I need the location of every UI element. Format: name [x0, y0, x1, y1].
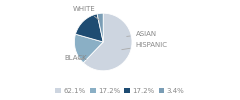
- Wedge shape: [83, 13, 132, 71]
- Legend: 62.1%, 17.2%, 17.2%, 3.4%: 62.1%, 17.2%, 17.2%, 3.4%: [53, 85, 187, 96]
- Text: HISPANIC: HISPANIC: [122, 42, 168, 50]
- Text: WHITE: WHITE: [73, 6, 100, 20]
- Text: ASIAN: ASIAN: [127, 31, 156, 37]
- Wedge shape: [74, 34, 103, 63]
- Wedge shape: [76, 14, 103, 42]
- Wedge shape: [97, 13, 103, 42]
- Text: BLACK: BLACK: [64, 55, 87, 61]
